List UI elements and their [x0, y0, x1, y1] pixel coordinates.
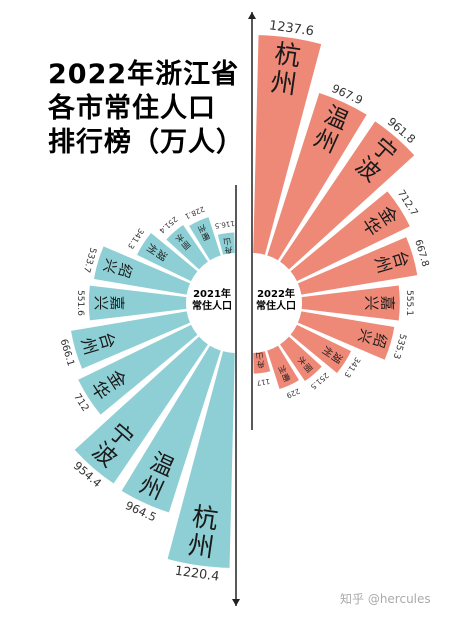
bar-2022-bar-2 [280, 121, 415, 270]
bar-2021-value-label-10: 116.5 [214, 219, 235, 230]
bar-2022-bar-8 [280, 336, 322, 382]
bar-2021-city-label-5: 嘉兴 [92, 296, 125, 311]
bar-2022-bar-3 [290, 191, 410, 282]
bar-2021-bar-9 [189, 217, 221, 261]
bar-2022-city-label-5: 嘉兴 [363, 296, 396, 311]
bar-2022-bar-7 [290, 324, 352, 374]
bar-2022-value-label-6: 535.3 [391, 332, 408, 359]
bar-2022-city-label-0: 杭州 [268, 39, 302, 101]
axis-2022-arrow [248, 12, 256, 19]
bar-2022-value-label-9: 229 [285, 386, 302, 400]
series-2021: 杭州1220.4温州964.5宁波954.4金华712台州666.1嘉兴551.… [58, 204, 236, 584]
axis-2021-arrow [232, 599, 240, 606]
bar-2022-value-label-5: 555.1 [404, 290, 414, 316]
bar-2021-bar-6 [93, 246, 191, 295]
chart-title-line-2: 各市常住人口 [48, 93, 216, 124]
bar-2021-bar-5 [88, 285, 187, 321]
chart-title-line-3: 排行榜（万人） [48, 127, 244, 158]
bar-2022-city-label-9: 衢州 [277, 364, 292, 384]
bar-2021-value-label-5: 551.6 [75, 290, 85, 316]
bar-2021-city-label-6: 绍兴 [100, 257, 135, 280]
bar-2022-value-label-10: 117 [256, 377, 270, 387]
bar-2022-bar-1 [267, 93, 367, 261]
bar-2021-bar-4 [71, 311, 191, 369]
bar-2021-bar-2 [74, 336, 208, 484]
bar-2022-bar-9 [267, 345, 299, 390]
bar-2022-bar-4 [297, 237, 418, 295]
bar-2021-value-label-0: 1220.4 [174, 564, 220, 585]
watermark: 知乎 @hercules [340, 592, 431, 606]
bar-2021-bar-10 [217, 232, 235, 255]
bar-2022-value-label-0: 1237.6 [268, 18, 315, 39]
bar-2021-bar-0 [167, 351, 235, 568]
bar-2022-city-label-6: 绍兴 [354, 327, 390, 350]
bar-2022-center-label: 2022年常住人口 [256, 287, 296, 312]
bar-2022-bar-10 [253, 351, 271, 374]
bar-2021-value-label-6: 533.7 [81, 246, 98, 273]
bar-2021-bar-3 [78, 324, 198, 415]
bar-2021-value-label-4: 666.1 [58, 338, 76, 368]
bar-2022-bar-5 [301, 285, 400, 321]
bar-2022-value-label-4: 667.8 [412, 238, 430, 268]
bar-2021-city-label-9: 衢州 [197, 223, 212, 243]
bar-2022-bar-6 [297, 311, 395, 360]
bar-2021-city-label-10: 舟山 [223, 236, 234, 256]
bar-2022-bar-0 [253, 35, 322, 255]
bar-2021-bar-7 [136, 232, 198, 282]
bar-2021-city-label-0: 杭州 [186, 502, 220, 564]
chart-title-line-1: 2022年浙江省 [48, 59, 240, 90]
bar-2021-city-label-4: 台州 [76, 330, 118, 357]
bar-2021-center-label: 2021年常住人口 [192, 287, 232, 312]
bar-2021-bar-1 [121, 345, 221, 513]
bar-2022-city-label-10: 舟山 [255, 351, 266, 371]
bar-2021-bar-8 [166, 224, 208, 270]
bar-2022-city-label-4: 台州 [370, 249, 412, 276]
bar-2021-value-label-9: 228.1 [183, 204, 206, 221]
